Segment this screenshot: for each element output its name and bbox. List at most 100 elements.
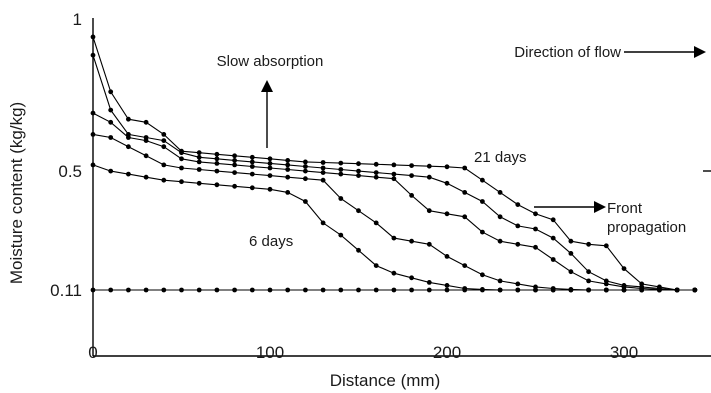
series-1-point-7 — [214, 182, 220, 188]
x-tick-label-300: 300 — [610, 343, 638, 362]
y-tick-label-0-5: 0.5 — [58, 162, 82, 181]
y-axis-title: Moisture content (kg/kg) — [7, 102, 26, 284]
front-label-line2: propagation — [607, 219, 686, 236]
series-0-point-13 — [320, 287, 326, 293]
series-5-point-9 — [249, 154, 255, 160]
series-0-point-5 — [179, 287, 184, 293]
series-5-point-23 — [497, 190, 503, 195]
front-arrowhead — [594, 201, 606, 213]
series-line-3 — [92, 112, 695, 291]
series-0-point-1 — [108, 287, 114, 293]
series-5-point-18 — [409, 163, 414, 169]
series-0-point-11 — [285, 287, 291, 293]
series-3-point-26 — [550, 257, 556, 262]
series-5-point-16 — [373, 161, 379, 167]
chart-marks — [90, 34, 698, 293]
series-5-point-17 — [391, 162, 397, 168]
series-1-point-6 — [196, 180, 202, 186]
series-2-point-8 — [232, 170, 238, 176]
direction-arrowhead — [694, 46, 706, 58]
series-5-point-5 — [179, 148, 184, 154]
series-4-point-21 — [462, 190, 468, 195]
series-2-point-26 — [550, 286, 556, 291]
series-3-point-18 — [409, 193, 414, 198]
series-0-point-15 — [356, 287, 361, 293]
series-5-point-12 — [303, 159, 308, 165]
series-5-point-27 — [568, 238, 574, 244]
series-5-point-6 — [196, 150, 202, 156]
series-1-point-23 — [497, 287, 503, 293]
series-5-point-3 — [143, 119, 149, 125]
series-5-point-28 — [586, 241, 591, 247]
y-tick-label-0-11: 0.11 — [50, 281, 82, 300]
series-3-point-25 — [533, 244, 538, 250]
series-1-point-5 — [179, 179, 184, 185]
series-4-point-2 — [125, 132, 131, 137]
series-5-point-22 — [480, 177, 485, 183]
series-1-point-13 — [320, 220, 326, 226]
series-1-point-2 — [125, 171, 131, 177]
series-3-point-15 — [356, 173, 361, 179]
series-2-point-17 — [391, 235, 397, 241]
series-4-point-17 — [391, 171, 397, 177]
series-5-point-34 — [692, 287, 698, 293]
series-4-point-10 — [267, 161, 273, 166]
series-0-point-10 — [267, 287, 273, 293]
series-3-point-19 — [426, 208, 432, 214]
series-3-point-20 — [444, 211, 450, 217]
series-1-point-17 — [391, 270, 397, 276]
series-2-point-29 — [603, 287, 609, 293]
series-3-point-9 — [249, 164, 255, 169]
series-2-point-19 — [426, 241, 432, 247]
series-3-point-12 — [303, 168, 308, 174]
series-4-point-14 — [338, 167, 344, 172]
series-4-point-8 — [232, 158, 238, 163]
series-3-point-21 — [462, 214, 468, 220]
series-4-point-30 — [621, 283, 627, 288]
series-1-point-10 — [267, 186, 273, 192]
series-3-point-10 — [267, 165, 273, 171]
x-axis-title: Distance (mm) — [330, 371, 441, 390]
series-0-point-16 — [373, 287, 379, 293]
series-4-point-19 — [426, 174, 432, 180]
series-5-point-31 — [639, 281, 645, 287]
series-4-point-29 — [603, 278, 609, 284]
series-5-point-20 — [444, 164, 450, 170]
series-4-point-9 — [249, 159, 255, 165]
series-5-point-19 — [426, 163, 432, 169]
series-0-point-7 — [214, 287, 220, 293]
series-3-point-13 — [320, 170, 326, 176]
series-5-point-8 — [232, 153, 238, 159]
series-3-point-4 — [161, 144, 167, 150]
series-2-point-25 — [533, 284, 538, 290]
series-1-point-4 — [161, 177, 167, 183]
series-1-point-11 — [285, 190, 291, 195]
series-0-point-17 — [391, 287, 397, 293]
series-4-point-12 — [303, 164, 308, 169]
series-3-point-11 — [285, 167, 291, 172]
series-2-point-5 — [179, 165, 184, 171]
series-3-point-23 — [497, 238, 503, 244]
series-1-point-18 — [409, 275, 414, 281]
series-4-point-20 — [444, 180, 450, 186]
x-tick-label-100: 100 — [256, 343, 284, 362]
series-5-point-26 — [550, 217, 556, 223]
direction-of-flow-label: Direction of flow — [514, 44, 621, 61]
slow-absorption-label: Slow absorption — [217, 53, 324, 70]
series-4-point-22 — [480, 199, 485, 204]
series-1-point-1 — [108, 168, 114, 174]
series-3-point-16 — [373, 174, 379, 180]
series-0-point-9 — [249, 287, 255, 293]
series-0-point-2 — [125, 287, 131, 293]
series-4-point-13 — [320, 165, 326, 171]
series-4-point-18 — [409, 173, 414, 179]
series-5-point-7 — [214, 151, 220, 157]
series-4-point-7 — [214, 156, 220, 162]
series-2-point-28 — [586, 287, 591, 293]
series-5-point-2 — [125, 116, 131, 122]
series-2-point-11 — [285, 174, 291, 180]
series-3-point-1 — [108, 119, 114, 125]
front-label-line1: Front — [607, 200, 643, 217]
series-5-point-25 — [533, 211, 538, 217]
